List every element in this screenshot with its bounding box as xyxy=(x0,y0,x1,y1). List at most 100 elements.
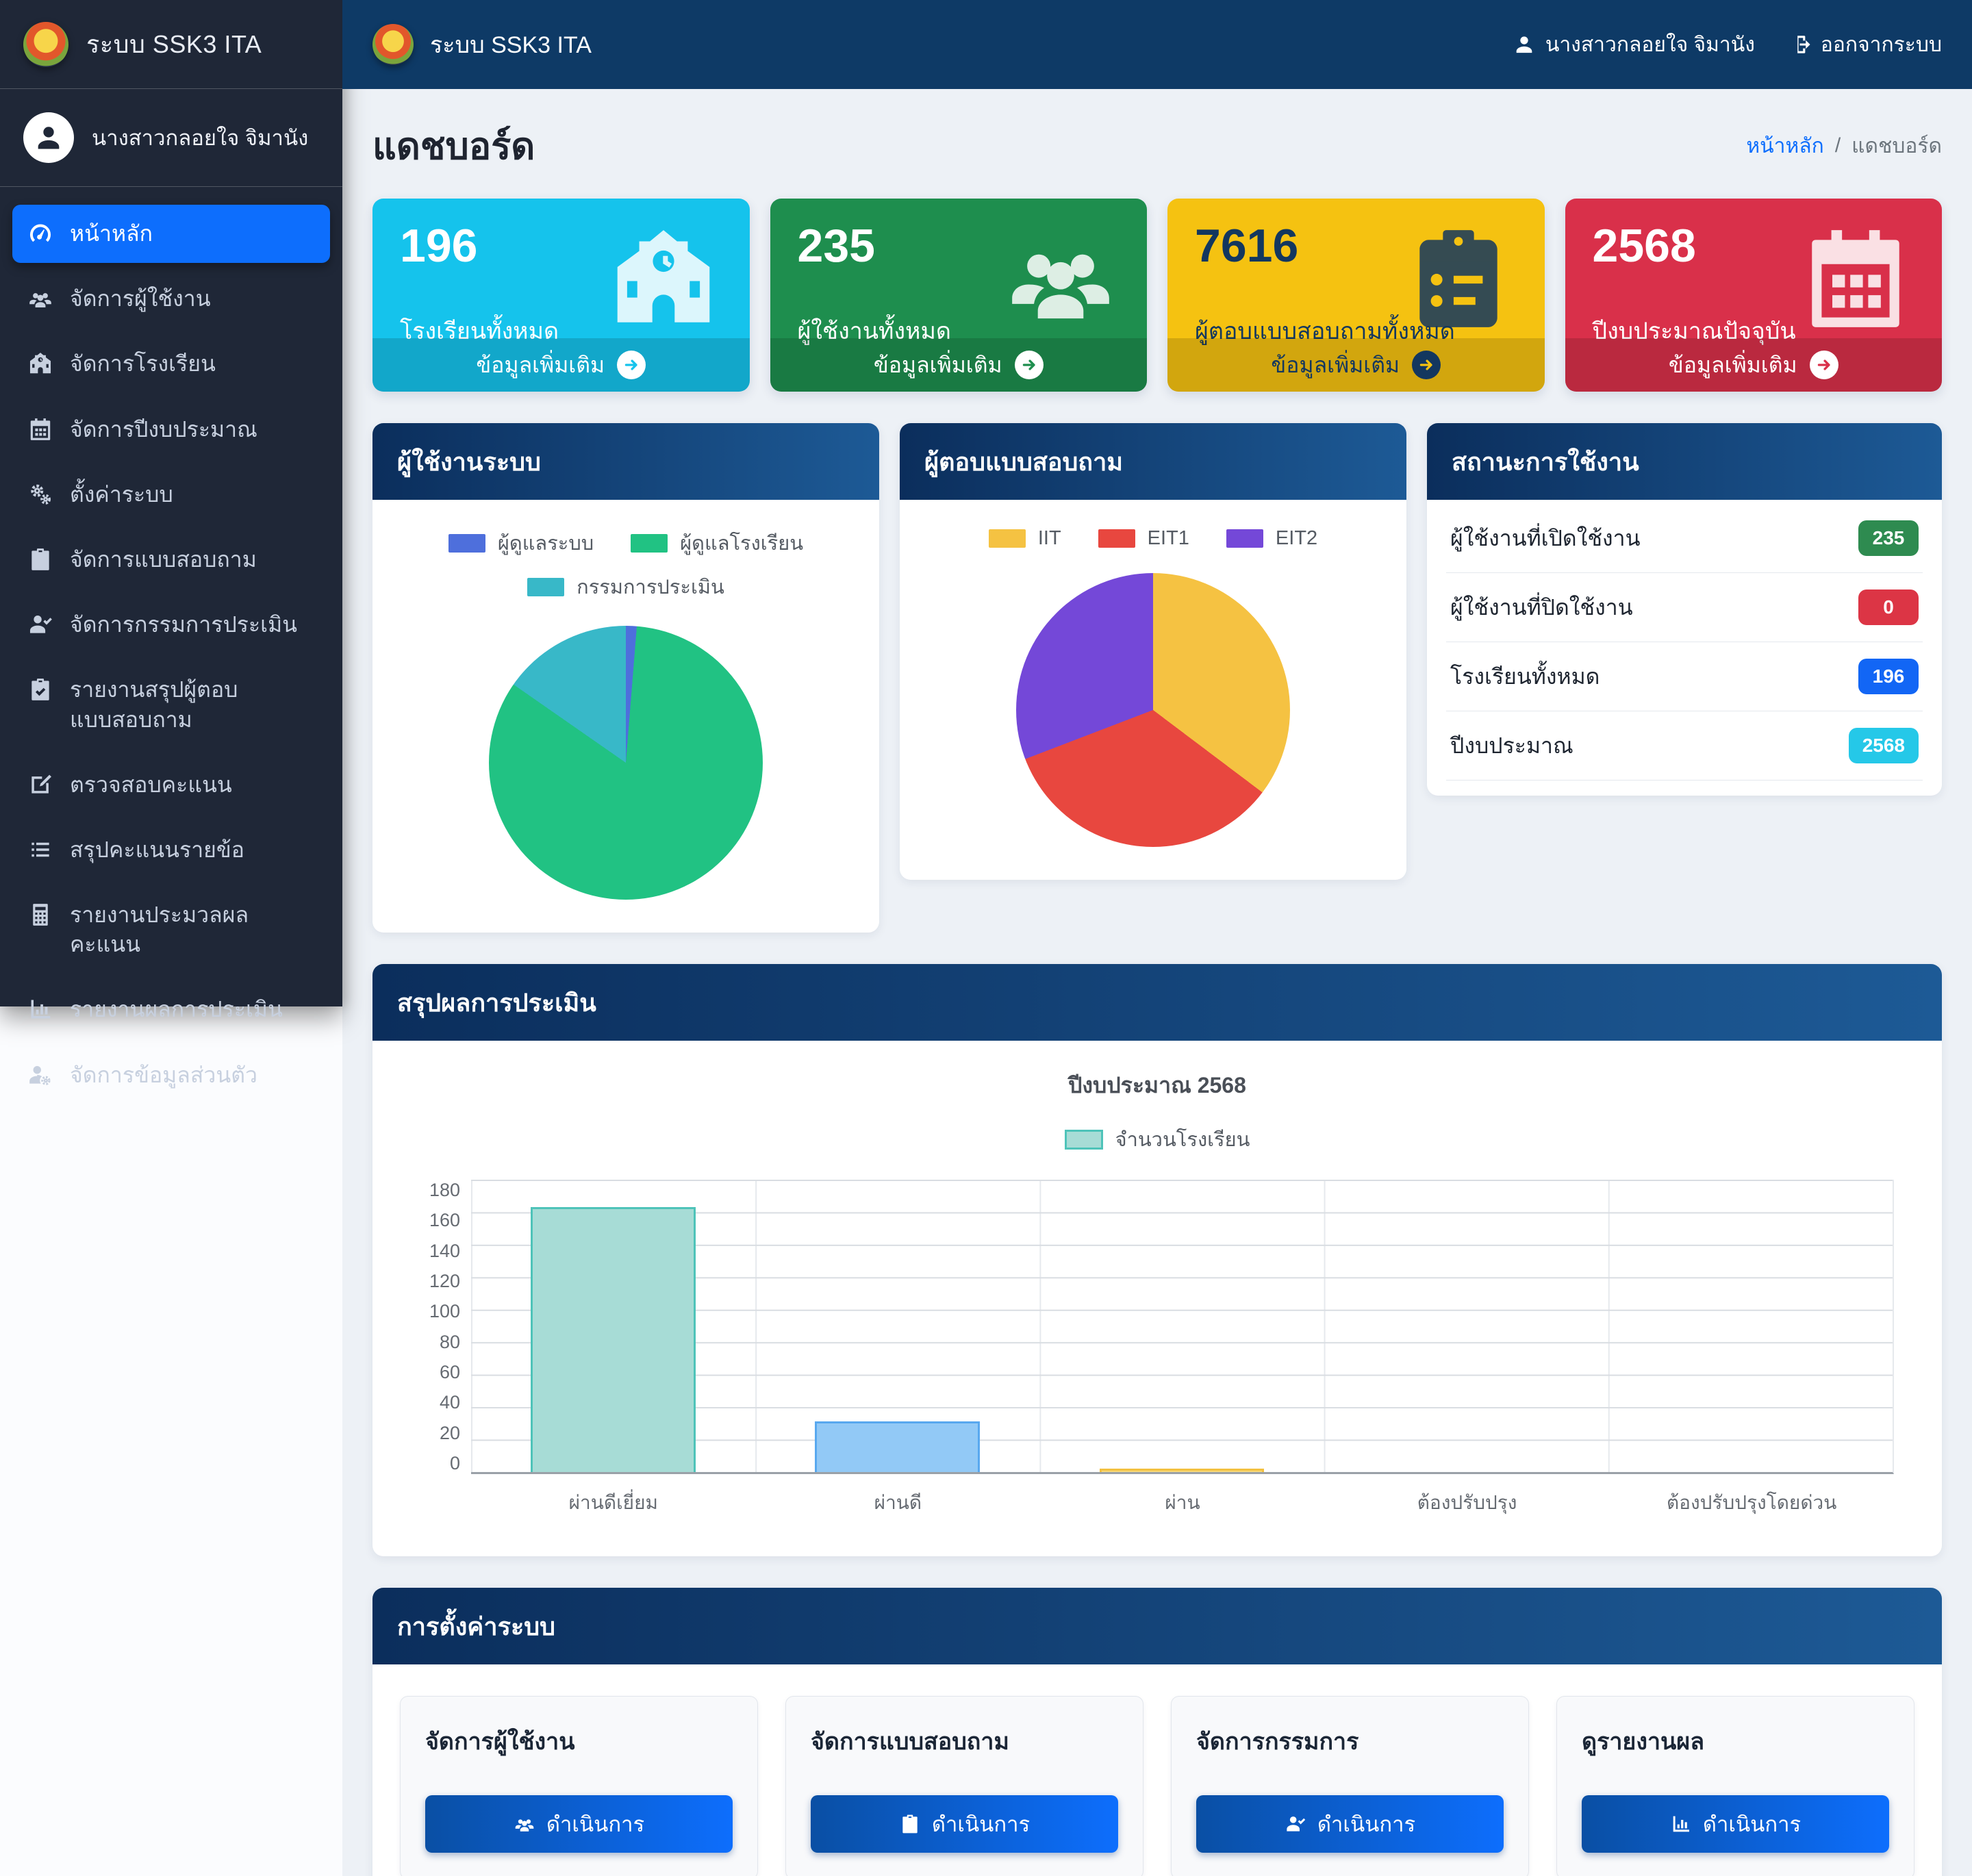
stat-value: 196 xyxy=(400,220,478,272)
legend-swatch xyxy=(1098,529,1135,548)
y-axis-tick: 0 xyxy=(449,1452,460,1473)
chart-bar-icon xyxy=(27,996,53,1022)
sidebar-item-manage-fiscal-year[interactable]: จัดการปีงบประมาณ xyxy=(12,401,330,459)
legend-entry: IIT xyxy=(988,527,1061,550)
sidebar-item-label: จัดการแบบสอบถาม xyxy=(70,546,257,572)
legend-swatch xyxy=(631,533,668,553)
pen-square-icon xyxy=(27,772,53,798)
sidebar-item-manage-schools[interactable]: จัดการโรงเรียน xyxy=(12,335,330,393)
legend-swatch xyxy=(988,529,1026,548)
panel-header: การตั้งค่าระบบ xyxy=(372,1588,1942,1664)
x-axis-label: ผ่านดี xyxy=(874,1492,922,1513)
bar-column xyxy=(1324,1180,1608,1472)
action-button-label: ดำเนินการ xyxy=(1317,1812,1416,1836)
sidebar-column: ระบบ SSK3 ITA นางสาวกลอยใจ จิมานัง หน้าห… xyxy=(0,0,342,1876)
list-icon xyxy=(27,837,53,863)
topbar-user: นางสาวกลอยใจ จิมานัง xyxy=(1513,29,1755,61)
plot-area xyxy=(471,1180,1894,1474)
legend-swatch xyxy=(1064,1129,1103,1150)
user-check-icon xyxy=(27,611,53,637)
sidebar-item-evaluation-results-report[interactable]: รายงานผลการประเมิน xyxy=(12,980,330,1039)
sidebar-item-item-score-summary[interactable]: สรุปคะแนนรายข้อ xyxy=(12,821,330,879)
action-button-label: ดำเนินการ xyxy=(1702,1812,1802,1836)
y-axis-tick: 60 xyxy=(439,1361,460,1382)
breadcrumb-home-link[interactable]: หน้าหลัก xyxy=(1746,134,1824,157)
status-badge: 196 xyxy=(1858,659,1919,694)
gauge-icon xyxy=(27,220,53,246)
y-axis-tick: 100 xyxy=(429,1301,460,1322)
setting-card-manage-users: จัดการผู้ใช้งาน ดำเนินการ xyxy=(400,1696,758,1876)
setting-label: จัดการผู้ใช้งาน xyxy=(425,1729,575,1755)
more-info-link[interactable]: ข้อมูลเพิ่มเติม xyxy=(1565,338,1942,392)
user-gear-icon xyxy=(27,1062,53,1088)
pie-legend: ผู้ดูแลระบบ ผู้ดูแลโรงเรียน กรรมการประเม… xyxy=(420,527,831,603)
legend-swatch xyxy=(527,577,565,596)
users-chart-panel: ผู้ใช้งานระบบ ผู้ดูแลระบบ ผู้ดูแลโรงเรีย… xyxy=(372,423,879,933)
bar-legend: จำนวนโรงเรียน xyxy=(420,1124,1894,1155)
sidebar-item-check-scores[interactable]: ตรวจสอบคะแนน xyxy=(12,756,330,814)
charts-row: ผู้ใช้งานระบบ ผู้ดูแลระบบ ผู้ดูแลโรงเรีย… xyxy=(372,423,1942,933)
panel-body: IIT EIT1 EIT2 xyxy=(900,500,1406,880)
stat-value: 235 xyxy=(797,220,875,272)
legend-label: ผู้ดูแลระบบ xyxy=(497,533,594,555)
calculator-icon xyxy=(27,902,53,928)
title-row: แดชบอร์ด หน้าหลัก / แดชบอร์ด xyxy=(372,116,1942,175)
manage-committee-action-button[interactable]: ดำเนินการ xyxy=(1196,1795,1504,1853)
topbar-right: นางสาวกลอยใจ จิมานัง ออกจากระบบ xyxy=(1513,29,1942,61)
sidebar-item-label: รายงานประมวลผลคะแนน xyxy=(70,902,249,957)
user-check-icon xyxy=(1285,1813,1306,1835)
legend-swatch xyxy=(1226,529,1263,548)
topbar-brand-label: ระบบ SSK3 ITA xyxy=(430,32,592,58)
evaluation-summary-panel: สรุปผลการประเมิน ปีงบประมาณ 2568 จำนวนโร… xyxy=(372,964,1942,1556)
sidebar-user-name: นางสาวกลอยใจ จิมานัง xyxy=(92,126,309,150)
more-info-link[interactable]: ข้อมูลเพิ่มเติม xyxy=(770,338,1147,392)
sidebar-item-label: จัดการปีงบประมาณ xyxy=(70,416,257,442)
bar-column xyxy=(755,1180,1039,1472)
more-info-link[interactable]: ข้อมูลเพิ่มเติม xyxy=(372,338,750,392)
sidebar-item-system-settings[interactable]: ตั้งค่าระบบ xyxy=(12,466,330,524)
sidebar-item-label: จัดการผู้ใช้งาน xyxy=(70,286,211,312)
status-panel: สถานะการใช้งาน ผู้ใช้งานที่เปิดใช้งาน 23… xyxy=(1427,423,1942,796)
sidebar-item-manage-users[interactable]: จัดการผู้ใช้งาน xyxy=(12,270,330,328)
y-axis-tick: 40 xyxy=(439,1392,460,1413)
school-icon xyxy=(602,220,725,337)
status-row: ปีงบประมาณ 2568 xyxy=(1446,711,1923,781)
app-logo xyxy=(372,24,414,65)
users-icon xyxy=(27,286,53,312)
status-badge: 2568 xyxy=(1848,728,1919,763)
sidebar-item-respondent-summary-report[interactable]: รายงานสรุปผู้ตอบแบบสอบถาม xyxy=(12,661,330,748)
x-axis-label: ต้องปรับปรุงโดยด่วน xyxy=(1666,1492,1837,1513)
legend-label: จำนวนโรงเรียน xyxy=(1115,1129,1250,1151)
status-badge: 235 xyxy=(1858,520,1919,556)
logout-button[interactable]: ออกจากระบบ xyxy=(1788,29,1942,61)
sidebar-item-label: รายงานสรุปผู้ตอบแบบสอบถาม xyxy=(70,677,238,732)
more-info-link[interactable]: ข้อมูลเพิ่มเติม xyxy=(1167,338,1545,392)
sidebar-item-manage-profile[interactable]: จัดการข้อมูลส่วนตัว xyxy=(12,1046,330,1104)
topbar: ระบบ SSK3 ITA นางสาวกลอยใจ จิมานัง ออกจา… xyxy=(342,0,1972,89)
status-label: โรงเรียนทั้งหมด xyxy=(1450,663,1600,689)
x-axis-labels: ผ่านดีเยี่ยม ผ่านดี ผ่าน ต้องปรับปรุง ต้… xyxy=(471,1488,1894,1518)
more-info-label: ข้อมูลเพิ่มเติม xyxy=(873,352,1002,377)
stat-label: ปีงบประมาณปัจจุบัน xyxy=(1592,318,1796,344)
sidebar-item-manage-questionnaires[interactable]: จัดการแบบสอบถาม xyxy=(12,531,330,589)
sidebar-item-score-processing-report[interactable]: รายงานประมวลผลคะแนน xyxy=(12,886,330,974)
clipboard-list-icon xyxy=(27,546,53,572)
more-info-label: ข้อมูลเพิ่มเติม xyxy=(1271,352,1400,377)
panel-header: ผู้ตอบแบบสอบถาม xyxy=(900,423,1406,500)
stat-value: 7616 xyxy=(1195,220,1299,272)
y-axis-tick: 80 xyxy=(439,1331,460,1352)
manage-users-action-button[interactable]: ดำเนินการ xyxy=(425,1795,733,1853)
bar-column xyxy=(1039,1180,1324,1472)
y-axis-tick: 180 xyxy=(429,1180,460,1200)
setting-label: จัดการแบบสอบถาม xyxy=(811,1729,1009,1755)
panel-header: สถานะการใช้งาน xyxy=(1427,423,1942,500)
clipboard-check-icon xyxy=(27,676,53,702)
legend-label: ผู้ดูแลโรงเรียน xyxy=(680,533,804,555)
users-pie-chart xyxy=(489,626,763,900)
sidebar-item-manage-evaluators[interactable]: จัดการกรรมการประเมิน xyxy=(12,596,330,654)
stat-card-schools: 196 โรงเรียนทั้งหมด ข้อมูลเพิ่มเติม xyxy=(372,199,750,392)
view-reports-action-button[interactable]: ดำเนินการ xyxy=(1582,1795,1889,1853)
sidebar-item-home[interactable]: หน้าหลัก xyxy=(12,205,330,264)
manage-questionnaires-action-button[interactable]: ดำเนินการ xyxy=(811,1795,1118,1853)
chart-bar-icon xyxy=(1670,1813,1692,1835)
